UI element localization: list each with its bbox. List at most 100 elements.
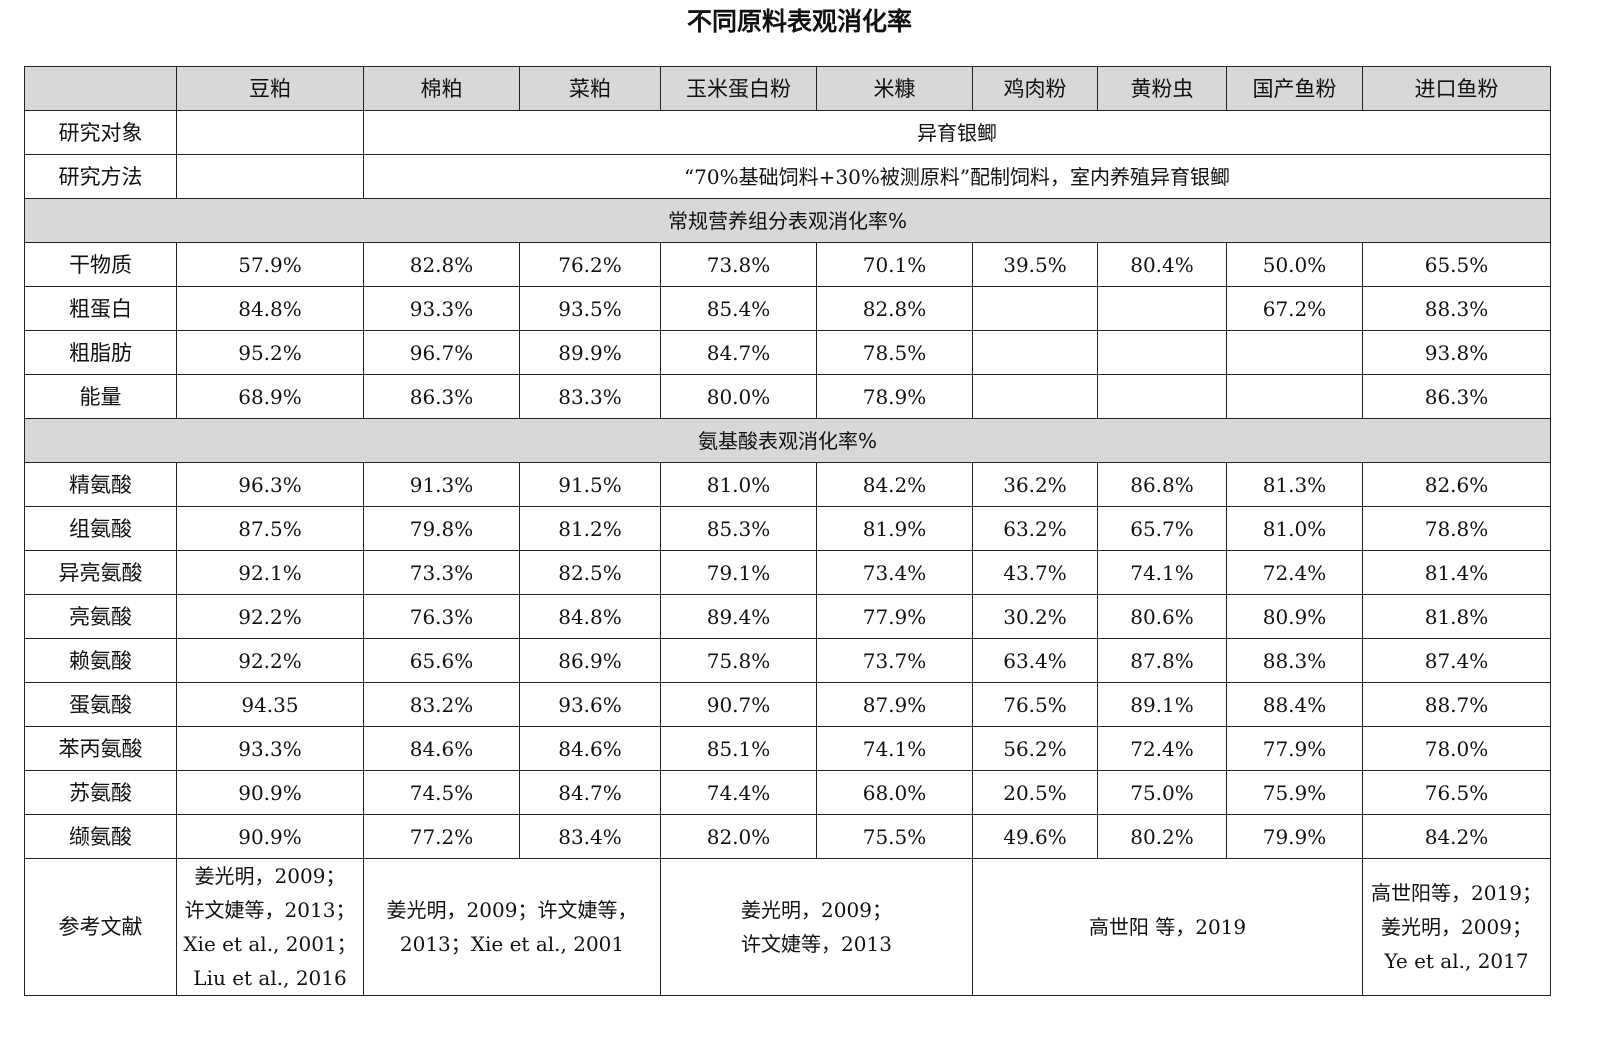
table-cell: 90.7% bbox=[660, 682, 817, 727]
row-label: 缬氨酸 bbox=[24, 814, 177, 859]
table-cell bbox=[972, 286, 1098, 331]
table-cell: 93.5% bbox=[519, 286, 661, 331]
table-cell: 84.8% bbox=[176, 286, 364, 331]
table-cell: 78.0% bbox=[1362, 726, 1551, 771]
reference-line: 许文婕等，2013 bbox=[741, 932, 892, 956]
table-cell: 84.2% bbox=[816, 462, 973, 507]
reference-cell: 高世阳 等，2019 bbox=[972, 858, 1363, 996]
table-cell: 20.5% bbox=[972, 770, 1098, 815]
table-cell: 73.3% bbox=[363, 550, 520, 595]
table-cell: 75.8% bbox=[660, 638, 817, 683]
table-cell: 88.4% bbox=[1226, 682, 1363, 727]
table-cell: 77.9% bbox=[1226, 726, 1363, 771]
row-label: 蛋氨酸 bbox=[24, 682, 177, 727]
row-label: 苏氨酸 bbox=[24, 770, 177, 815]
row-label: 参考文献 bbox=[24, 858, 177, 996]
table-cell: 73.8% bbox=[660, 242, 817, 287]
table-row: 能量 68.9% 86.3% 83.3% 80.0% 78.9% 86.3% bbox=[24, 374, 1551, 419]
table-cell: 82.8% bbox=[816, 286, 973, 331]
table-cell: 65.6% bbox=[363, 638, 520, 683]
table-cell: 77.9% bbox=[816, 594, 973, 639]
table-cell: 82.0% bbox=[660, 814, 817, 859]
table-cell: 84.8% bbox=[519, 594, 661, 639]
empty-cell bbox=[176, 154, 364, 199]
table-cell: 80.4% bbox=[1097, 242, 1227, 287]
reference-line: Xie et al., 2001； bbox=[183, 932, 357, 956]
table-cell: 65.5% bbox=[1362, 242, 1551, 287]
reference-cell: 姜光明，2009； 许文婕等，2013 bbox=[660, 858, 973, 996]
table-cell: 83.4% bbox=[519, 814, 661, 859]
reference-line: 姜光明，2009； bbox=[194, 864, 346, 888]
table-cell: 90.9% bbox=[176, 770, 364, 815]
table-row: 蛋氨酸 94.35 83.2% 93.6% 90.7% 87.9% 76.5% … bbox=[24, 682, 1551, 727]
row-label: 组氨酸 bbox=[24, 506, 177, 551]
row-label: 亮氨酸 bbox=[24, 594, 177, 639]
table-cell: 90.9% bbox=[176, 814, 364, 859]
row-label: 干物质 bbox=[24, 242, 177, 287]
table-cell: 81.9% bbox=[816, 506, 973, 551]
table-cell: 73.7% bbox=[816, 638, 973, 683]
section-heading-row: 氨基酸表观消化率% bbox=[24, 418, 1551, 463]
header-corner bbox=[24, 66, 177, 111]
table-cell: 92.2% bbox=[176, 638, 364, 683]
table-cell: 68.0% bbox=[816, 770, 973, 815]
table-cell: 84.7% bbox=[660, 330, 817, 375]
table-cell bbox=[1226, 330, 1363, 375]
table-cell: 82.6% bbox=[1362, 462, 1551, 507]
table-cell: 74.1% bbox=[1097, 550, 1227, 595]
table-cell: 63.2% bbox=[972, 506, 1098, 551]
column-header: 国产鱼粉 bbox=[1226, 66, 1363, 111]
column-header: 米糠 bbox=[816, 66, 973, 111]
table-cell: 89.1% bbox=[1097, 682, 1227, 727]
table-cell bbox=[972, 330, 1098, 375]
table-cell: 87.9% bbox=[816, 682, 973, 727]
table-cell: 72.4% bbox=[1097, 726, 1227, 771]
subject-row: 研究对象 异育银鲫 bbox=[24, 110, 1551, 155]
table-cell: 85.1% bbox=[660, 726, 817, 771]
row-label: 研究对象 bbox=[24, 110, 177, 155]
table-cell: 88.3% bbox=[1362, 286, 1551, 331]
table-cell: 78.9% bbox=[816, 374, 973, 419]
table-cell: 86.3% bbox=[1362, 374, 1551, 419]
table-cell: 56.2% bbox=[972, 726, 1098, 771]
column-header: 玉米蛋白粉 bbox=[660, 66, 817, 111]
table-cell: 78.8% bbox=[1362, 506, 1551, 551]
table-row: 亮氨酸 92.2% 76.3% 84.8% 89.4% 77.9% 30.2% … bbox=[24, 594, 1551, 639]
row-label: 粗脂肪 bbox=[24, 330, 177, 375]
table-cell: 87.4% bbox=[1362, 638, 1551, 683]
table-cell: 74.1% bbox=[816, 726, 973, 771]
row-label: 精氨酸 bbox=[24, 462, 177, 507]
table-cell: 80.0% bbox=[660, 374, 817, 419]
table-cell: 57.9% bbox=[176, 242, 364, 287]
table-cell: 80.6% bbox=[1097, 594, 1227, 639]
table-cell: 92.1% bbox=[176, 550, 364, 595]
table-cell: 86.8% bbox=[1097, 462, 1227, 507]
column-header: 菜粕 bbox=[519, 66, 661, 111]
table-cell: 81.0% bbox=[660, 462, 817, 507]
method-value: “70%基础饲料+30%被测原料”配制饲料，室内养殖异育银鲫 bbox=[363, 154, 1551, 199]
row-label: 能量 bbox=[24, 374, 177, 419]
table-cell: 67.2% bbox=[1226, 286, 1363, 331]
table-cell bbox=[972, 374, 1098, 419]
digestibility-table: 豆粕 棉粕 菜粕 玉米蛋白粉 米糠 鸡肉粉 黄粉虫 国产鱼粉 进口鱼粉 研究对象… bbox=[24, 66, 1551, 996]
table-cell: 88.7% bbox=[1362, 682, 1551, 727]
table-row: 苏氨酸 90.9% 74.5% 84.7% 74.4% 68.0% 20.5% … bbox=[24, 770, 1551, 815]
table-cell: 96.7% bbox=[363, 330, 520, 375]
method-row: 研究方法 “70%基础饲料+30%被测原料”配制饲料，室内养殖异育银鲫 bbox=[24, 154, 1551, 199]
table-row: 组氨酸 87.5% 79.8% 81.2% 85.3% 81.9% 63.2% … bbox=[24, 506, 1551, 551]
table-cell: 87.8% bbox=[1097, 638, 1227, 683]
table-cell: 81.0% bbox=[1226, 506, 1363, 551]
table-cell: 85.4% bbox=[660, 286, 817, 331]
table-cell bbox=[1097, 330, 1227, 375]
table-cell: 85.3% bbox=[660, 506, 817, 551]
table-cell: 76.2% bbox=[519, 242, 661, 287]
row-label: 研究方法 bbox=[24, 154, 177, 199]
table-cell: 81.2% bbox=[519, 506, 661, 551]
table-cell: 80.9% bbox=[1226, 594, 1363, 639]
table-cell: 72.4% bbox=[1226, 550, 1363, 595]
reference-line: Liu et al., 2016 bbox=[193, 966, 347, 990]
table-cell: 79.9% bbox=[1226, 814, 1363, 859]
table-cell: 80.2% bbox=[1097, 814, 1227, 859]
column-header: 鸡肉粉 bbox=[972, 66, 1098, 111]
table-cell: 93.3% bbox=[176, 726, 364, 771]
